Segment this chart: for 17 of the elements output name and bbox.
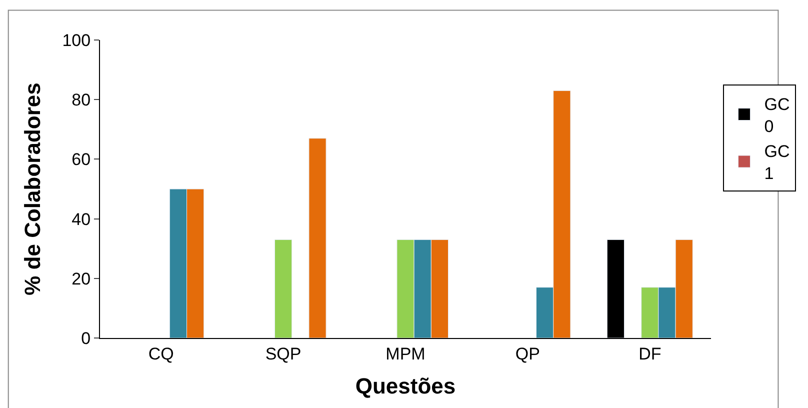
x-tick-label: QP — [515, 344, 540, 364]
y-tick-label: 40 — [72, 210, 91, 229]
y-tick-label: 0 — [81, 328, 91, 348]
y-tick-label: 20 — [72, 269, 91, 288]
y-tick-label: 60 — [72, 150, 91, 170]
x-tick-label: CQ — [148, 344, 174, 364]
legend-label: GC 1 — [764, 142, 790, 184]
bar — [308, 138, 326, 338]
x-tick-label: DF — [638, 344, 662, 364]
x-axis-title: Questões — [355, 373, 456, 398]
y-tick-label: 80 — [72, 90, 91, 110]
bar — [274, 239, 292, 338]
y-axis-title: % de Colaboradores — [20, 82, 46, 296]
x-tick-label: SQP — [265, 344, 302, 364]
y-tick-label: 100 — [62, 30, 91, 50]
x-tick-label: MPM — [386, 344, 426, 364]
legend-label: GC 0 — [764, 94, 790, 136]
